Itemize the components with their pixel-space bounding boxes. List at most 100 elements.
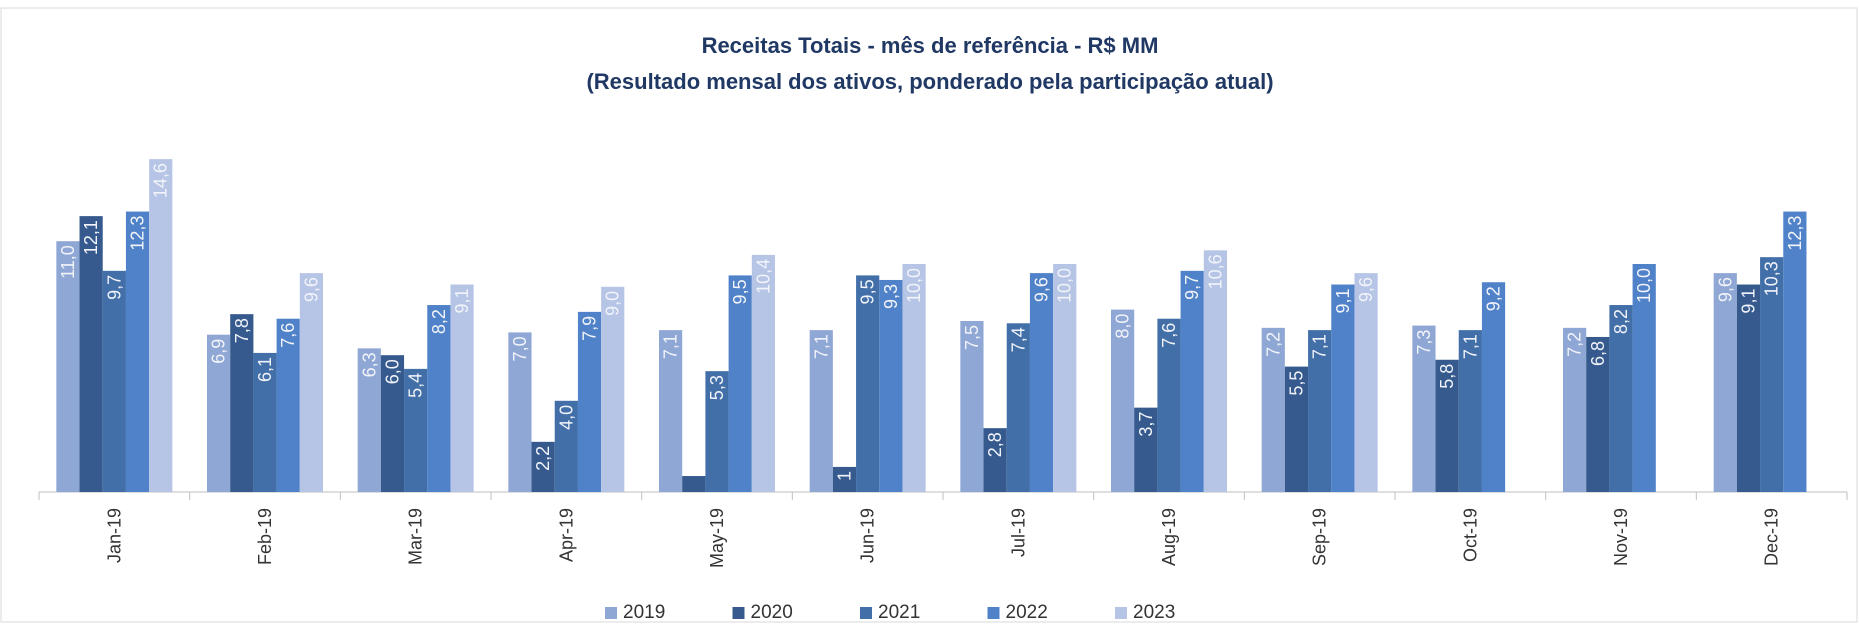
data-label: 8,0: [1113, 314, 1133, 339]
legend-swatch: [605, 607, 617, 619]
bar: [1006, 323, 1030, 492]
x-tick-label: Mar-19: [406, 508, 426, 565]
x-tick-label: Sep-19: [1310, 508, 1330, 566]
data-label: 9,6: [1032, 277, 1052, 302]
bar: [299, 273, 323, 492]
bar: [1609, 305, 1633, 492]
bar: [1563, 327, 1587, 492]
bar: [1331, 284, 1355, 492]
bar: [728, 275, 752, 492]
bar: [751, 254, 775, 492]
bar: [1760, 257, 1784, 492]
data-label: 9,6: [1715, 277, 1735, 302]
data-label: 8,2: [1611, 309, 1631, 334]
data-label: 10,0: [1055, 268, 1075, 303]
bar: [404, 368, 428, 492]
bar: [1261, 327, 1285, 492]
bar: [1134, 407, 1158, 492]
chart-title: Receitas Totais - mês de referência - R$…: [702, 33, 1159, 58]
data-label: 5,5: [1286, 371, 1306, 396]
bar: [1458, 330, 1482, 492]
bar: [125, 211, 150, 492]
data-label: 7,1: [1310, 334, 1330, 359]
x-tick-label: Nov-19: [1611, 508, 1631, 566]
data-label: 9,7: [1182, 275, 1202, 300]
bar: [1029, 273, 1054, 492]
data-label: 7,9: [580, 316, 600, 341]
bar: [601, 286, 625, 492]
bar: [832, 466, 857, 492]
data-label: 9,5: [730, 279, 750, 304]
bar: [1481, 282, 1506, 492]
data-label: 7,0: [510, 336, 530, 361]
bar: [1111, 309, 1135, 492]
bar: [56, 241, 80, 492]
data-label: 12,1: [81, 220, 101, 255]
legend-label: 2021: [878, 602, 920, 623]
data-label: 7,1: [661, 334, 681, 359]
legend-label: 2023: [1133, 602, 1175, 623]
bar: [1053, 264, 1077, 492]
data-label: 7,8: [232, 318, 252, 343]
data-label: 4,0: [556, 405, 576, 430]
data-label: 2,8: [985, 432, 1005, 457]
data-label: 12,3: [1785, 216, 1805, 251]
data-label: 7,1: [811, 334, 831, 359]
data-label: 9,2: [1484, 286, 1504, 311]
legend-label: 2022: [1006, 602, 1048, 623]
x-tick-label: Feb-19: [255, 508, 275, 565]
x-tick-label: Jul-19: [1008, 508, 1028, 557]
x-tick-label: Jun-19: [858, 508, 878, 563]
bar: [902, 264, 926, 492]
data-label: 10,0: [1634, 268, 1654, 303]
bar: [1157, 318, 1181, 492]
bar: [1713, 273, 1737, 492]
bar: [1284, 366, 1309, 492]
data-label: 9,1: [1738, 289, 1758, 314]
data-label: 9,6: [301, 277, 321, 302]
bar: [79, 216, 103, 492]
bar: [960, 321, 984, 492]
data-label: 12,3: [128, 216, 148, 251]
data-label: 9,5: [858, 279, 878, 304]
data-label: 10,0: [904, 268, 924, 303]
data-label: 7,6: [1159, 323, 1179, 348]
bar: [1354, 273, 1378, 492]
bar: [357, 348, 381, 492]
bar: [1586, 336, 1610, 492]
bar: [659, 330, 683, 492]
data-label: 6,0: [382, 359, 402, 384]
bar: [380, 355, 405, 492]
legend-label: 2019: [623, 602, 665, 623]
bar: [508, 332, 532, 492]
legend-swatch: [1115, 607, 1127, 619]
bar: [253, 352, 277, 492]
bar: [983, 428, 1007, 492]
bar: [879, 279, 903, 492]
bar: [149, 159, 173, 492]
bar: [577, 311, 602, 492]
data-label: 9,7: [104, 275, 124, 300]
bar: [682, 476, 706, 492]
bar: [705, 371, 729, 492]
data-label: 3,7: [1136, 412, 1156, 437]
bar: [102, 270, 126, 492]
x-tick-label: Jan-19: [104, 508, 124, 563]
data-label: 7,4: [1008, 327, 1028, 352]
data-label: 7,1: [1460, 334, 1480, 359]
data-label: 10,6: [1205, 254, 1225, 289]
data-label: 8,2: [429, 309, 449, 334]
data-label: 5,3: [707, 375, 727, 400]
legend-label: 2020: [751, 602, 793, 623]
data-label: 6,1: [255, 357, 275, 382]
bar: [427, 305, 451, 492]
data-label: 5,8: [1437, 364, 1457, 389]
x-tick-label: Apr-19: [556, 508, 576, 562]
x-tick-label: Aug-19: [1159, 508, 1179, 566]
x-tick-label: May-19: [707, 508, 727, 568]
data-label: 9,0: [603, 291, 623, 316]
bar: [1632, 264, 1656, 492]
data-label: 1: [834, 471, 854, 481]
bar: [207, 334, 231, 492]
